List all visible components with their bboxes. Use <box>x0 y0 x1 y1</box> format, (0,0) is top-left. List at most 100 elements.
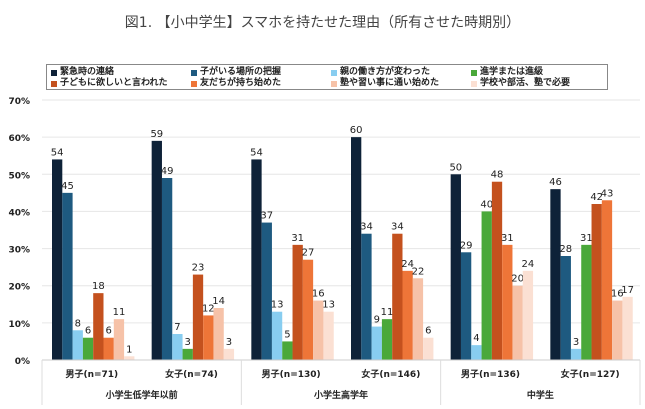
bar <box>412 278 424 360</box>
bar <box>512 285 523 360</box>
bar <box>124 356 135 360</box>
y-tick-label: 20% <box>8 283 30 293</box>
data-label: 1 <box>126 344 132 355</box>
data-label: 60 <box>350 125 363 136</box>
data-label: 27 <box>302 248 315 259</box>
data-label: 50 <box>449 162 462 173</box>
y-tick-label: 30% <box>8 246 30 256</box>
legend-item: 親の働き方が変わった <box>331 67 471 78</box>
data-label: 37 <box>260 211 273 222</box>
bar <box>103 337 114 360</box>
bar <box>292 244 303 360</box>
legend-label: 緊急時の連絡 <box>60 67 115 77</box>
bar <box>52 159 63 360</box>
data-label: 49 <box>161 166 174 177</box>
bar <box>62 192 73 360</box>
data-label: 5 <box>284 329 290 340</box>
data-label: 11 <box>113 307 126 318</box>
group-label: 小学生高学年 <box>313 389 368 401</box>
y-tick-label: 50% <box>8 171 30 181</box>
data-label: 42 <box>590 192 603 203</box>
legend-swatch <box>471 69 477 76</box>
data-label: 7 <box>174 322 180 333</box>
bar <box>172 334 183 360</box>
bar <box>450 174 461 360</box>
bar <box>381 319 393 360</box>
bar <box>213 308 224 360</box>
data-label: 3 <box>226 337 232 348</box>
data-label: 13 <box>322 300 335 311</box>
x-tick-label: 男子(n=130) <box>262 369 321 380</box>
data-label: 11 <box>381 307 394 318</box>
legend-label: 進学または進級 <box>480 67 544 77</box>
data-label: 12 <box>202 303 215 314</box>
bar <box>82 337 94 360</box>
data-label: 6 <box>85 326 91 337</box>
x-tick-label: 男子(n=71) <box>65 369 118 380</box>
bar <box>351 137 362 360</box>
legend-swatch <box>471 80 477 87</box>
y-tick-label: 70% <box>8 97 30 107</box>
y-tick-label: 60% <box>8 134 30 144</box>
bar <box>203 315 214 360</box>
group-label: 中学生 <box>527 389 554 401</box>
data-label: 13 <box>271 300 284 311</box>
bar <box>581 244 592 360</box>
legend-label: 子どもに欲しいと言われた <box>60 78 168 88</box>
bar <box>550 189 561 360</box>
bar <box>72 330 83 360</box>
data-label: 43 <box>601 188 614 199</box>
data-label: 16 <box>312 289 325 300</box>
data-label: 6 <box>105 326 111 337</box>
bar <box>223 348 235 360</box>
data-label: 8 <box>75 318 81 329</box>
legend-label: 友だちが持ち始めた <box>200 78 282 88</box>
legend: 緊急時の連絡 子がいる場所の把握 親の働き方が変わった 進学または進級 子どもに欲しいと… <box>46 64 608 90</box>
data-label: 34 <box>360 222 373 233</box>
legend-swatch <box>331 80 337 87</box>
bar <box>491 181 503 360</box>
bar <box>261 222 272 360</box>
legend-item: 進学または進級 <box>471 67 611 78</box>
bar <box>323 311 334 360</box>
legend-item: 緊急時の連絡 <box>51 67 191 78</box>
data-label: 28 <box>559 244 572 255</box>
data-label: 48 <box>491 170 504 181</box>
bar <box>271 311 283 360</box>
bar <box>282 341 293 360</box>
legend-swatch <box>191 69 197 76</box>
data-label: 54 <box>250 147 263 158</box>
legend-item: 子どもに欲しいと言われた <box>51 78 191 89</box>
data-label: 16 <box>611 289 624 300</box>
data-label: 20 <box>511 274 524 285</box>
bar <box>460 252 472 360</box>
legend-swatch <box>331 69 337 76</box>
data-label: 40 <box>480 199 493 210</box>
bar <box>481 211 492 360</box>
data-label: 31 <box>291 233 304 244</box>
data-label: 54 <box>51 147 64 158</box>
data-label: 6 <box>425 326 431 337</box>
data-label: 18 <box>92 281 105 292</box>
data-label: 9 <box>374 315 380 326</box>
bar <box>251 159 262 360</box>
bar <box>302 259 314 360</box>
bar <box>392 233 403 360</box>
data-label: 31 <box>501 233 514 244</box>
bar <box>612 300 623 360</box>
legend-swatch <box>191 80 197 87</box>
data-label: 46 <box>549 177 562 188</box>
data-label: 3 <box>573 337 579 348</box>
data-label: 14 <box>212 296 225 307</box>
x-tick-label: 男子(n=136) <box>461 369 520 380</box>
bar <box>313 300 324 360</box>
data-label: 59 <box>150 129 163 140</box>
legend-item: 学校や部活、塾で必要 <box>471 78 611 89</box>
legend-swatch <box>51 69 57 76</box>
bar <box>151 140 162 360</box>
legend-label: 親の働き方が変わった <box>340 67 431 77</box>
bar <box>113 319 125 360</box>
legend-item: 塾や習い事に通い始めた <box>331 78 471 89</box>
bar <box>570 348 582 360</box>
data-label: 34 <box>391 222 404 233</box>
